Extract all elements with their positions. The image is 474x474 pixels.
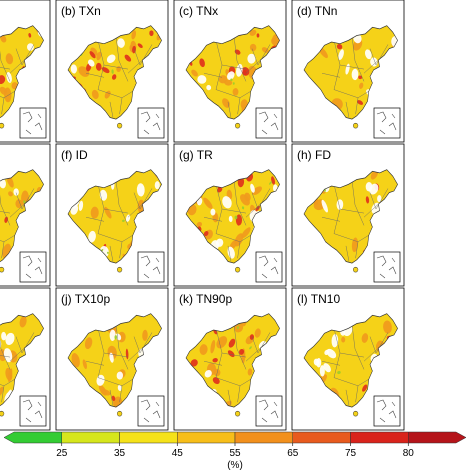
province-boundaries bbox=[0, 180, 35, 259]
map-panel-c: (c) TNx bbox=[173, 0, 287, 143]
south-china-sea-inset bbox=[373, 395, 401, 427]
south-china-sea-inset bbox=[255, 107, 283, 139]
colorbar-segment bbox=[408, 431, 467, 444]
colorbar-tick-label: 65 bbox=[287, 448, 299, 459]
colorbar-tick-label: 75 bbox=[345, 448, 357, 459]
south-china-sea-inset bbox=[19, 107, 47, 139]
colorbar-segment bbox=[292, 431, 351, 444]
colorbar-tick-label: 25 bbox=[56, 448, 68, 459]
map-panel-b: (b) TXn bbox=[55, 0, 169, 143]
map-panel-k: (k) TN90p bbox=[173, 287, 287, 431]
map-panel-i bbox=[0, 287, 51, 431]
colorbar-tick-label: 55 bbox=[229, 448, 241, 459]
colorbar-segment bbox=[234, 431, 293, 444]
province-boundaries bbox=[85, 180, 153, 262]
colorbar-tick-label: 45 bbox=[172, 448, 184, 459]
colorbar-segment bbox=[119, 431, 178, 444]
colorbar: 25 35 45 55 65 75 80 (%) bbox=[3, 431, 467, 471]
colorbar-tick-label: 80 bbox=[403, 448, 415, 459]
colorbar-unit-label: (%) bbox=[227, 460, 243, 471]
map-panel-h: (h) FD bbox=[291, 143, 405, 287]
panel-label-f: (f) ID bbox=[61, 148, 88, 162]
south-china-sea-inset bbox=[137, 251, 165, 283]
province-boundaries bbox=[203, 180, 271, 262]
province-boundaries bbox=[85, 324, 153, 406]
map-panel-g: (g) TR bbox=[173, 143, 287, 287]
panel-label-d: (d) TNn bbox=[297, 4, 337, 18]
south-china-sea-inset bbox=[137, 107, 165, 139]
south-china-sea-inset bbox=[19, 251, 47, 283]
panel-label-g: (g) TR bbox=[179, 148, 213, 162]
south-china-sea-inset bbox=[373, 107, 401, 139]
colorbar-segment bbox=[350, 431, 409, 444]
south-china-sea-inset bbox=[137, 395, 165, 427]
colorbar-tick-label: 35 bbox=[114, 448, 126, 459]
panel-label-c: (c) TNx bbox=[179, 4, 218, 18]
map-panel-f: (f) ID bbox=[55, 143, 169, 287]
map-panel-a bbox=[0, 0, 51, 143]
province-boundaries bbox=[85, 36, 153, 118]
colorbar-segment bbox=[3, 431, 62, 444]
map-panel-l: (l) TN10 bbox=[291, 287, 405, 431]
map-panel-e bbox=[0, 143, 51, 287]
map-panel-j: (j) TX10p bbox=[55, 287, 169, 431]
south-china-sea-inset bbox=[255, 251, 283, 283]
province-boundaries bbox=[321, 324, 389, 406]
south-china-sea-inset bbox=[19, 395, 47, 427]
panel-label-k: (k) TN90p bbox=[179, 292, 232, 306]
map-panel-d: (d) TNn bbox=[291, 0, 405, 143]
colorbar-segment bbox=[177, 431, 236, 444]
south-china-sea-inset bbox=[373, 251, 401, 283]
south-china-sea-inset bbox=[255, 395, 283, 427]
panel-label-l: (l) TN10 bbox=[297, 292, 340, 306]
panel-label-b: (b) TXn bbox=[61, 4, 101, 18]
panel-label-h: (h) FD bbox=[297, 148, 331, 162]
panel-label-j: (j) TX10p bbox=[61, 292, 110, 306]
colorbar-segment bbox=[61, 431, 120, 444]
province-boundaries bbox=[203, 324, 271, 406]
province-boundaries bbox=[0, 36, 35, 115]
